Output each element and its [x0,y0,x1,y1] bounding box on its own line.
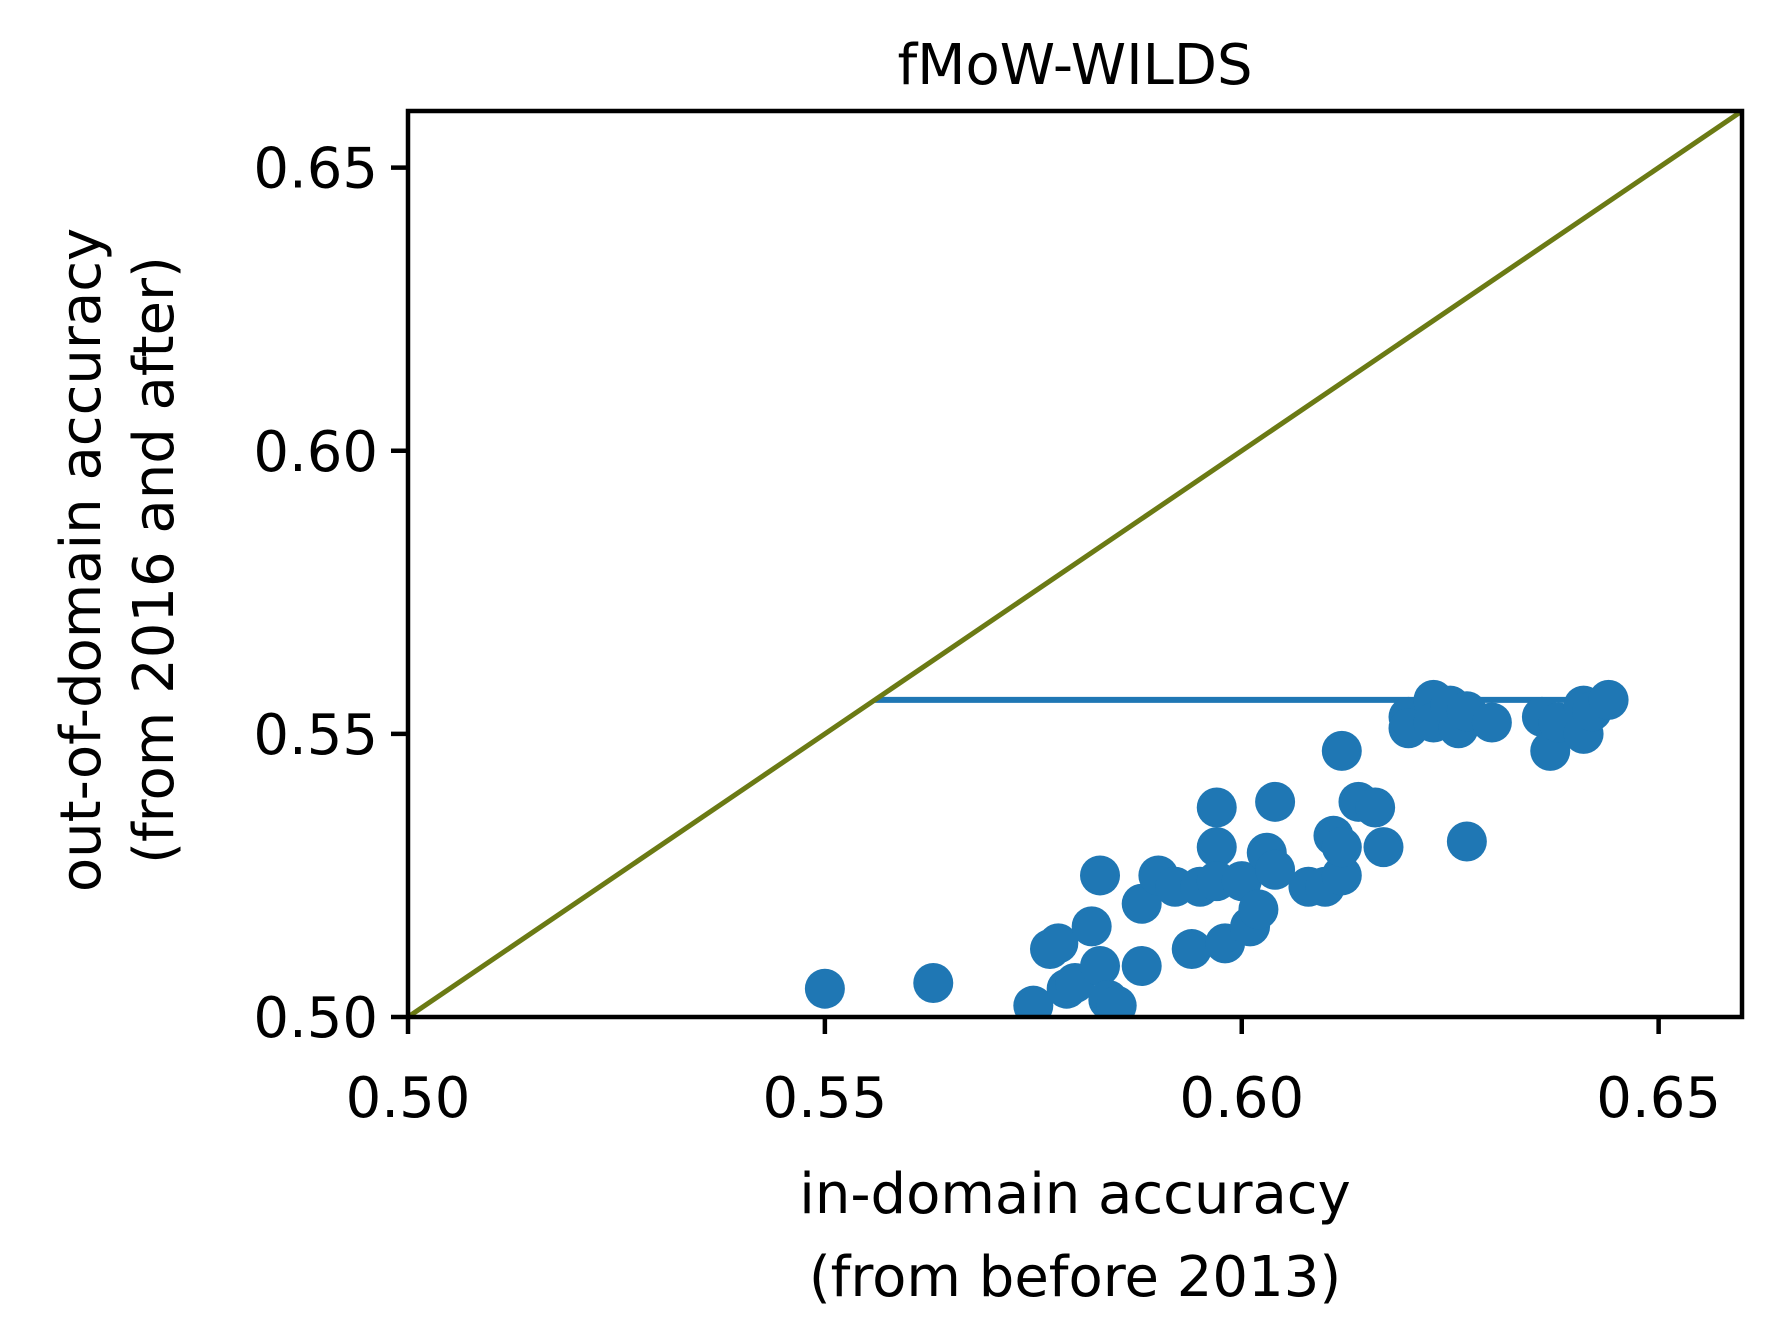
data-point-36 [1363,827,1404,868]
data-point-43 [1446,821,1487,862]
data-point-32 [1321,827,1362,868]
data-point-11 [1096,985,1137,1017]
y-tick-label-3: 0.65 [253,137,378,202]
data-point-12 [1121,946,1162,987]
axis-ticks: 0.50 0.55 0.60 0.65 0.50 0.55 0.60 0.65 [253,137,1721,1131]
plot-frame [405,108,1745,1020]
plot-area [408,111,1742,1017]
x-tick-label-3: 0.65 [1596,1066,1721,1131]
x-axis-label-line2: (from before 2013) [809,1245,1341,1310]
y-tick-label-0: 0.50 [253,986,378,1051]
data-point-16 [1171,929,1212,970]
data-point-26 [1255,849,1296,890]
data-point-9 [1080,946,1121,987]
data-point-0 [804,968,845,1009]
data-point-35 [1355,787,1396,828]
data-point-24 [1238,889,1279,930]
data-point-1 [913,963,954,1004]
x-axis-label-line1: in-domain accuracy [799,1162,1350,1227]
y-tick-label-2: 0.60 [253,420,378,485]
data-point-33 [1321,730,1362,771]
data-point-18 [1196,787,1237,828]
y-axis-label-line1: out-of-domain accuracy [49,228,114,892]
data-point-7 [1071,906,1112,947]
y-axis-label-line2: (from 2016 and after) [122,256,187,864]
data-point-8 [1080,855,1121,896]
x-tick-label-2: 0.60 [1179,1066,1304,1131]
data-point-19 [1196,827,1237,868]
data-point-31 [1321,855,1362,896]
data-point-27 [1255,781,1296,822]
x-tick-label-0: 0.50 [346,1066,471,1131]
data-point-52 [1588,679,1629,720]
diagonal-line [408,111,1742,1017]
data-point-45 [1471,702,1512,743]
chart-title: fMoW-WILDS [897,33,1252,98]
y-tick-label-1: 0.55 [253,703,378,768]
x-tick-label-1: 0.55 [763,1066,888,1131]
data-point-2 [1013,985,1054,1017]
data-point-4 [1038,923,1079,964]
